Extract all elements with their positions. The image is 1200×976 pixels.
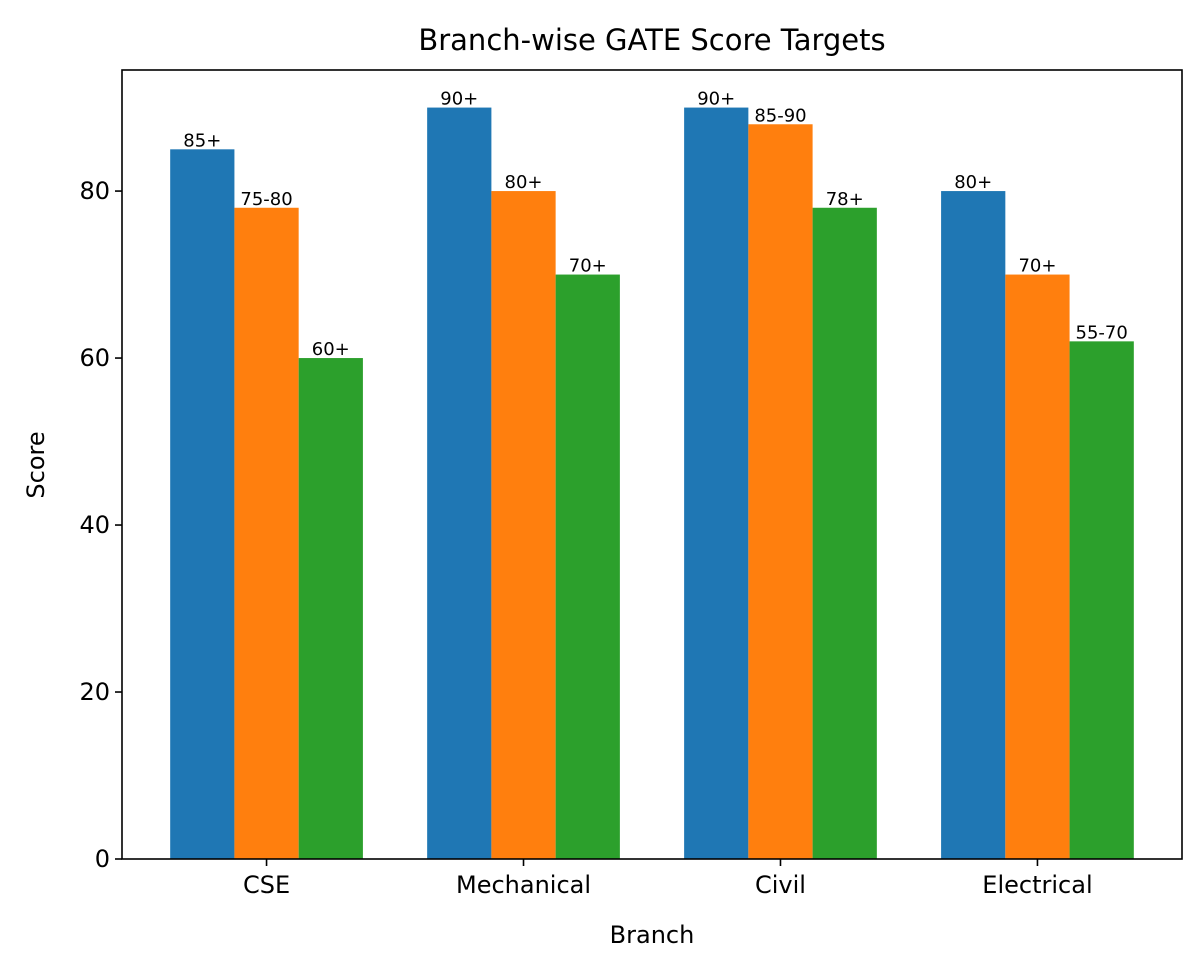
- x-axis-label: Branch: [610, 921, 695, 949]
- bar-value-label: 75-80: [240, 189, 292, 210]
- bar-value-label: 70+: [569, 256, 607, 277]
- bar-value-label: 60+: [312, 339, 350, 360]
- bar-cse-series-3: [298, 358, 363, 859]
- bar-value-label: 85+: [183, 130, 221, 151]
- bars-group: [170, 107, 1134, 860]
- bar-mechanical-series-1: [427, 107, 492, 860]
- y-axis-ticks: 0 20 40 60 80: [79, 177, 122, 873]
- x-tick-label: CSE: [243, 871, 290, 899]
- bar-civil-series-3: [812, 207, 877, 859]
- bar-civil-series-1: [684, 107, 749, 860]
- bar-value-label: 80+: [954, 172, 992, 193]
- bar-value-label: 90+: [697, 89, 735, 110]
- bar-mechanical-series-3: [555, 274, 620, 859]
- y-tick-label: 40: [79, 511, 110, 539]
- plot-frame: [121, 69, 1183, 860]
- bar-civil-series-2: [748, 124, 813, 860]
- y-axis-label: Score: [22, 431, 50, 498]
- x-tick-label: Mechanical: [456, 871, 591, 899]
- bar-value-label: 90+: [440, 89, 478, 110]
- bar-cse-series-2: [234, 207, 299, 859]
- y-tick-label: 0: [95, 845, 110, 873]
- bar-value-label: 80+: [505, 172, 543, 193]
- bar-value-label: 78+: [826, 189, 864, 210]
- bar-electrical-series-3: [1069, 341, 1134, 859]
- y-tick-label: 20: [79, 678, 110, 706]
- bar-electrical-series-2: [1005, 274, 1070, 859]
- bar-value-label: 85-90: [754, 105, 806, 126]
- bar-value-label: 55-70: [1076, 322, 1128, 343]
- chart-title: Branch-wise GATE Score Targets: [418, 23, 885, 57]
- y-tick-label: 60: [79, 344, 110, 372]
- bar-labels-group: 85+ 90+ 90+ 80+ 75-80 80+ 85-90 70+ 60+ 70+ 78+ 55-…: [183, 89, 1128, 360]
- bar-cse-series-1: [170, 149, 235, 860]
- x-axis-ticks: CSE Mechanical Civil Electrical: [243, 859, 1093, 899]
- y-tick-label: 80: [79, 177, 110, 205]
- bar-electrical-series-1: [941, 191, 1006, 860]
- x-tick-label: Civil: [755, 871, 806, 899]
- bar-value-label: 70+: [1018, 256, 1056, 277]
- x-tick-label: Electrical: [982, 871, 1092, 899]
- bar-mechanical-series-2: [491, 191, 556, 860]
